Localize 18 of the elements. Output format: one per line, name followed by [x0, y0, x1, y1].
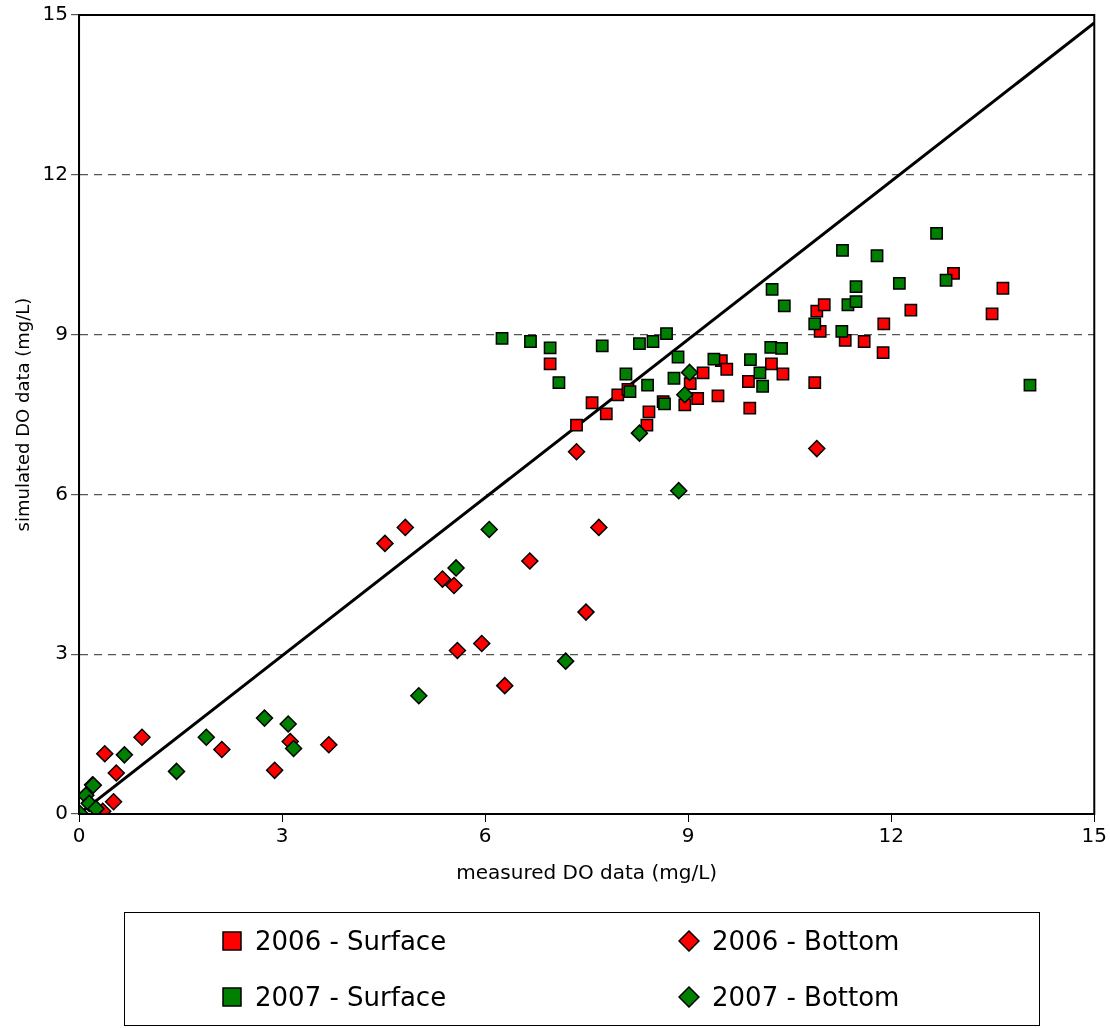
y-tick-label: 6 — [55, 480, 69, 505]
legend-label: 2007 - Bottom — [712, 982, 900, 1012]
y-tick-label: 3 — [55, 640, 69, 665]
x-tick-label: 12 — [878, 823, 904, 848]
x-axis-title: measured DO data (mg/L) — [456, 860, 718, 885]
legend-label: 2007 - Surface — [255, 982, 447, 1012]
legend-label: 2006 - Bottom — [712, 926, 900, 956]
y-tick-label: 12 — [42, 161, 69, 185]
x-tick-label: 3 — [275, 823, 289, 848]
y-axis-title: simulated DO data (mg/L) — [12, 297, 34, 532]
x-tick-label: 6 — [478, 823, 492, 848]
x-tick-label: 9 — [681, 823, 695, 848]
legend-label: 2006 - Surface — [255, 926, 447, 956]
y-tick-label: 9 — [55, 320, 69, 345]
x-tick-label: 0 — [72, 823, 86, 848]
y-tick-label: 15 — [42, 1, 69, 26]
x-tick-label: 15 — [1081, 823, 1107, 848]
y-tick-label: 0 — [55, 800, 69, 825]
